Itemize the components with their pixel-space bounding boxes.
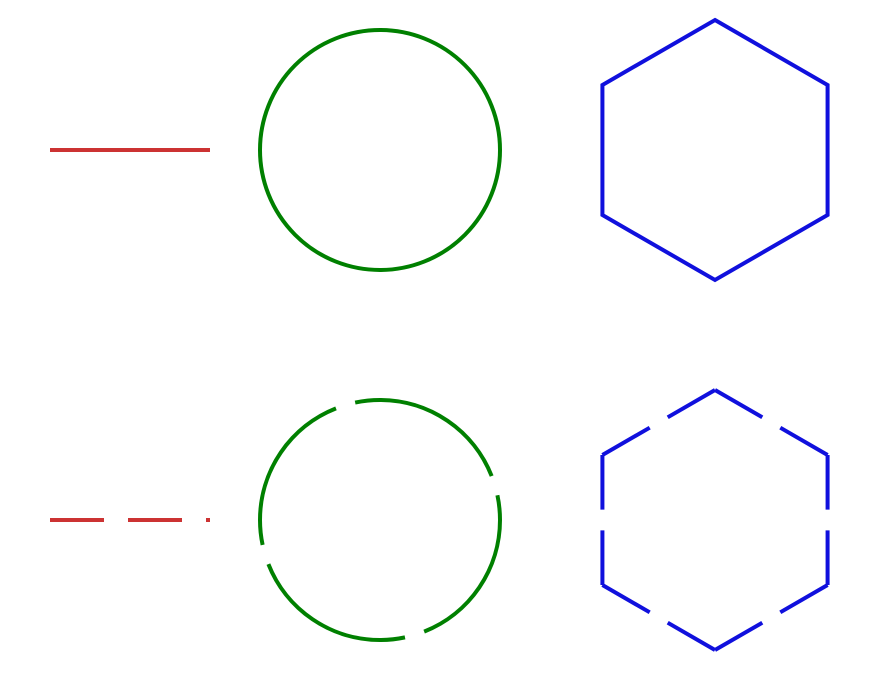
hexagon-dashed: [602, 390, 827, 650]
shape-diagram: [0, 0, 894, 694]
hexagon-solid: [602, 20, 827, 280]
circle-dashed: [260, 400, 500, 640]
circle-solid: [260, 30, 500, 270]
